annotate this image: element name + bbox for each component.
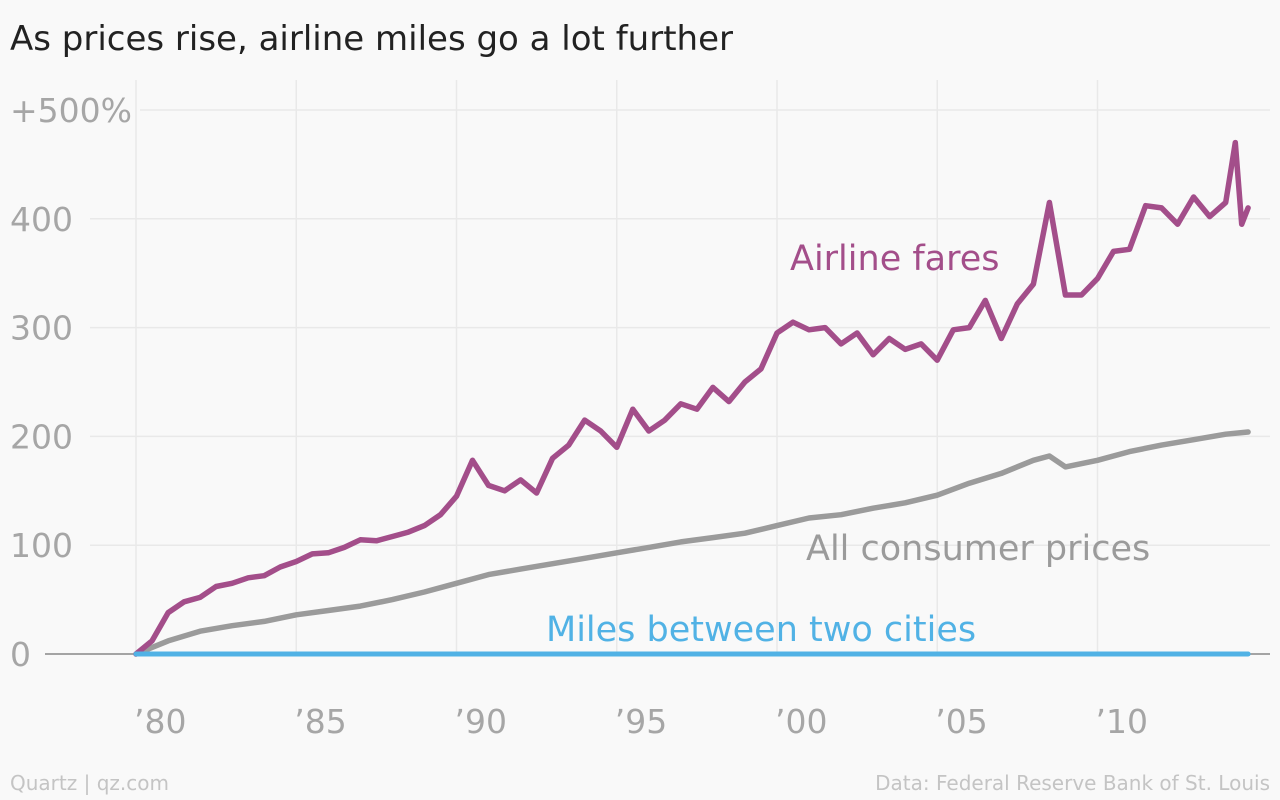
y-tick-label-0: 0	[10, 635, 31, 674]
x-tick-label-2000: ’00	[775, 702, 827, 741]
series-line-all-consumer-prices	[133, 429, 1251, 657]
x-tick-label-1980: ’80	[134, 702, 186, 741]
annotation-miles: Miles between two cities	[546, 610, 976, 650]
x-tick-label-2010: ’10	[1096, 702, 1148, 741]
annotation-airline-fares: Airline fares	[790, 239, 1000, 279]
y-tick-label-100: 100	[10, 526, 73, 565]
y-tick-label-200: 200	[10, 417, 73, 456]
y-tick-label-500: +500%	[10, 91, 132, 130]
annotation-consumer-prices: All consumer prices	[806, 529, 1150, 569]
x-tick-label-1985: ’85	[294, 702, 346, 741]
y-tick-label-400: 400	[10, 200, 73, 239]
y-tick-label-300: 300	[10, 309, 73, 348]
x-tick-label-1995: ’95	[615, 702, 667, 741]
series-line-airline-fares	[133, 139, 1251, 657]
x-gridlines	[135, 80, 1099, 654]
x-tick-label-1990: ’90	[455, 702, 507, 741]
y-gridlines	[45, 109, 1270, 655]
series-layer	[133, 139, 1251, 657]
data-source: Data: Federal Reserve Bank of St. Louis	[875, 771, 1270, 795]
x-tick-labels: ’80 ’85 ’90 ’95 ’00 ’05 ’10	[134, 702, 1148, 741]
chart-title: As prices rise, airline miles go a lot f…	[10, 19, 733, 59]
y-tick-labels: 0 100 200 300 400 +500%	[10, 91, 132, 674]
source-credit: Quartz | qz.com	[10, 771, 169, 795]
x-tick-label-2005: ’05	[935, 702, 987, 741]
